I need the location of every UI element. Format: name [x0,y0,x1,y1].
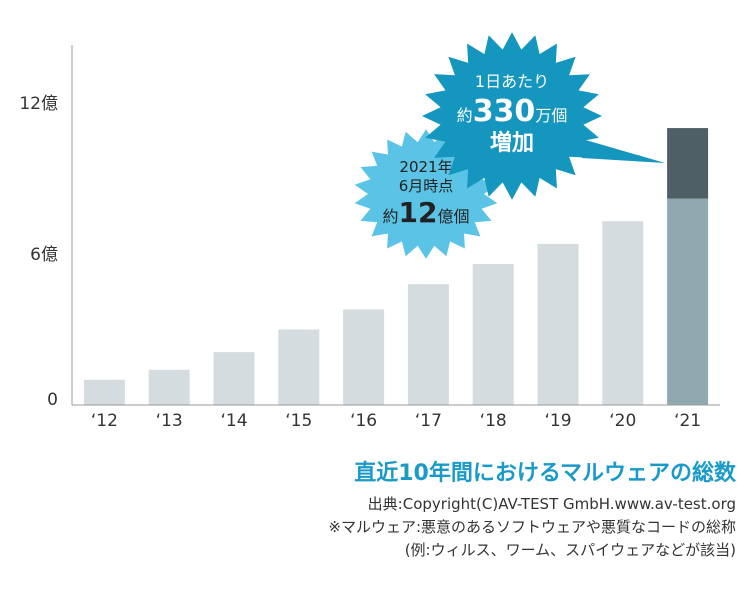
x-tick-label: ‘18 [480,411,507,431]
source-credit: 出典:Copyright(C)AV-TEST GmbH.www.av-test.… [367,495,736,513]
badge-daily-pointer [565,134,665,163]
bar-9 [667,198,709,405]
badge-total-line2: 6月時点 [399,177,454,195]
badge-daily-line1: 1日あたり [475,72,549,91]
bar-8 [602,221,644,405]
badge-daily-suffix: 万個 [535,106,567,125]
bars-group [83,128,709,405]
x-tick-label: ‘14 [220,411,247,431]
x-tick-label: ‘15 [285,411,312,431]
bar-increase-9 [667,128,709,199]
badge-daily-number: 330 [473,94,536,129]
malware-examples-note: (例:ウィルス、ワーム、スパイウェアなどが該当) [404,541,736,559]
y-tick-label: 12億 [19,94,58,114]
badge-daily-prefix: 約 [457,106,473,125]
malware-definition-note: ※マルウェア:悪意のあるソフトウェアや悪質なコードの総称 [328,518,736,536]
badge-total-number: 12 [399,196,438,229]
bar-6 [472,264,514,405]
x-tick-label: ‘21 [674,411,701,431]
badge-total-line3: 約12億個 [383,196,470,229]
bar-2 [213,352,255,405]
bar-1 [148,369,190,405]
badge-daily-burst [422,32,602,200]
badge-daily: 1日あたり 約330万個 増加 [422,32,665,200]
y-tick-label: 6億 [30,245,58,265]
x-tick-label: ‘13 [156,411,183,431]
bar-4 [343,309,385,405]
x-tick-label: ‘19 [544,411,571,431]
y-tick-label: 0 [47,390,58,410]
y-ticks-group: 0 6億 12億 [19,94,58,410]
bar-5 [407,284,449,405]
x-tick-label: ‘17 [415,411,442,431]
badge-total-suffix: 億個 [437,207,469,226]
bar-0 [83,379,125,405]
badge-daily-line2: 約330万個 [457,94,568,129]
bar-3 [278,329,320,405]
badge-total-line1: 2021年 [399,158,452,176]
badge-total-prefix: 約 [383,207,399,226]
x-tick-label: ‘20 [609,411,636,431]
x-tick-label: ‘16 [350,411,377,431]
chart-caption-title: 直近10年間におけるマルウェアの総数 [354,461,736,486]
bar-7 [537,243,579,405]
badge-daily-line3: 増加 [490,130,534,156]
x-ticks-group: ‘12 ‘13 ‘14 ‘15 ‘16 ‘17 ‘18 ‘19 ‘20 ‘21 [91,411,701,431]
x-tick-label: ‘12 [91,411,118,431]
